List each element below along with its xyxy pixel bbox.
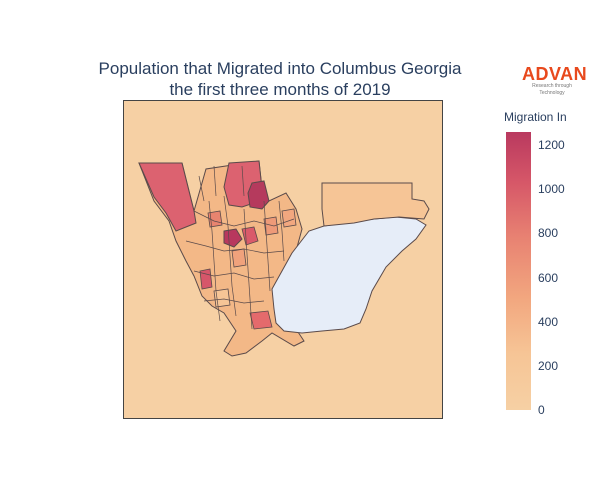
- colorbar-tick-label: 1200: [538, 138, 565, 153]
- mid-tract-3: [263, 216, 279, 236]
- title-line-1: Population that Migrated into Columbus G…: [98, 59, 462, 78]
- colorbar-tick-label: 400: [538, 314, 559, 329]
- colorbar-tick-label: 200: [538, 358, 559, 373]
- map-frame[interactable]: [123, 100, 443, 419]
- colorbar-tick-label: 0: [538, 403, 545, 417]
- choropleth-map[interactable]: [124, 101, 443, 419]
- colorbar-tick-label: 1000: [538, 182, 565, 197]
- colorbar-gradient: [506, 132, 531, 410]
- advan-logo: ADVAN Research through Technology: [522, 64, 588, 97]
- title-line-2: the first three months of 2019: [169, 80, 391, 99]
- mid-tract-5: [249, 310, 273, 330]
- logo-wordmark: ADVAN: [522, 64, 588, 84]
- logo-tagline: Research through Technology: [532, 83, 572, 96]
- darkest-tract: [247, 180, 270, 210]
- mid-tract-4: [199, 268, 213, 290]
- colorbar-tick-label: 800: [538, 226, 559, 241]
- mid-tract-8: [213, 288, 231, 308]
- colorbar-title: Migration In: [504, 110, 567, 124]
- eastern-tract: [321, 182, 430, 227]
- colorbar-tick-label: 600: [538, 270, 559, 285]
- northwest-tract: [138, 162, 197, 232]
- mid-tract-6: [231, 248, 247, 268]
- chart-title: Population that Migrated into Columbus G…: [0, 58, 560, 100]
- mid-tract-7: [281, 208, 297, 228]
- tract-boundaries: [185, 165, 295, 330]
